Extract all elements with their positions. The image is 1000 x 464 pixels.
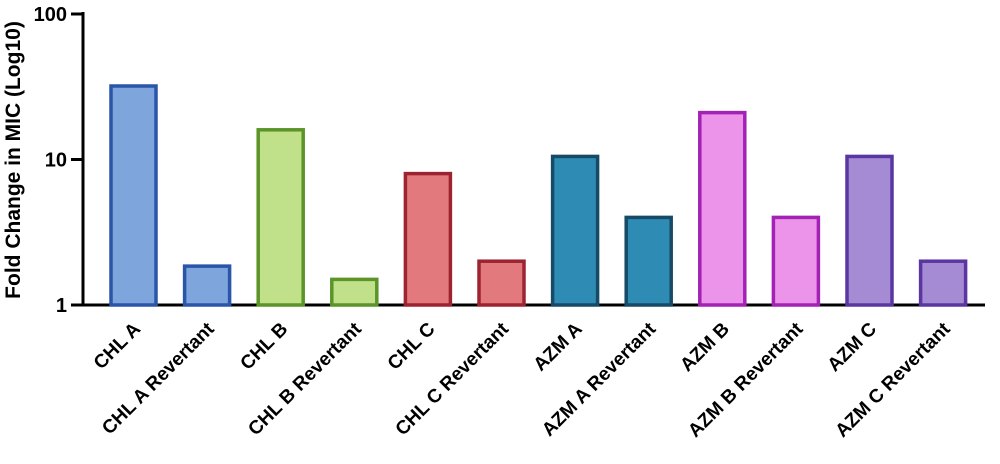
x-category-label: AZM A xyxy=(530,318,587,375)
x-category-label: CHL B xyxy=(237,319,293,375)
bar xyxy=(698,110,747,307)
bar xyxy=(477,259,526,307)
bar xyxy=(845,154,894,307)
y-tick-label: 10 xyxy=(45,150,67,172)
bar xyxy=(256,128,305,307)
y-axis-title: Fold Change in MIC (Log10) xyxy=(2,21,25,299)
x-category-label: CHL A xyxy=(90,318,145,373)
x-category-label: AZM C xyxy=(824,318,882,376)
bar xyxy=(403,171,453,307)
y-tick-label: 1 xyxy=(56,295,67,317)
y-tick-label: 100 xyxy=(34,4,67,26)
bar xyxy=(771,215,821,307)
bars-group xyxy=(109,84,968,307)
bar xyxy=(918,259,968,307)
x-category-label: AZM B xyxy=(676,319,733,376)
bar xyxy=(182,264,232,307)
bar xyxy=(624,215,673,307)
y-axis-ticks: 1 10 100 xyxy=(34,4,83,317)
bar xyxy=(109,84,158,307)
x-category-label: CHL C xyxy=(384,318,440,374)
bar xyxy=(330,277,379,307)
bar xyxy=(550,154,600,307)
